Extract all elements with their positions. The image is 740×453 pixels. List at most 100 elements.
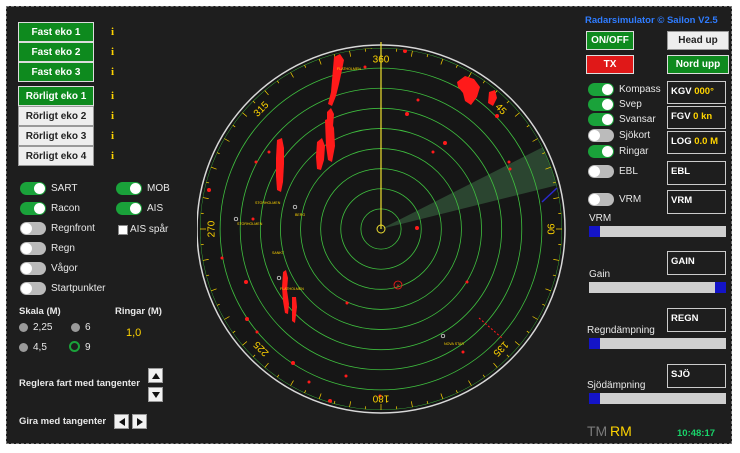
radar-display[interactable]: STORHOLMEN FLATHOLMEN STORHOLMEN BERG ST… [197, 32, 572, 427]
svep-toggle[interactable] [588, 98, 614, 111]
svansar-toggle[interactable] [588, 113, 614, 126]
sart-toggle[interactable] [20, 182, 46, 195]
fixed-echo-1-info-icon[interactable]: i [111, 26, 115, 38]
bearing-tick [532, 138, 538, 142]
regn-slider[interactable] [589, 338, 726, 349]
sjo-slider-thumb[interactable] [589, 393, 600, 404]
moving-echo-4-button[interactable]: Rörligt eko 4 [18, 146, 94, 166]
moving-echo-2-info-icon[interactable]: i [111, 110, 115, 122]
kgv-label: KGV [671, 86, 692, 97]
target-label-7: FLATHOLMEN [280, 287, 304, 291]
gain-slider-thumb[interactable] [715, 282, 726, 293]
bearing-label-180: 180 [372, 392, 389, 403]
vrm-slider[interactable] [589, 226, 726, 237]
north-up-button[interactable]: Nord upp [667, 55, 729, 74]
vagor-toggle[interactable] [20, 262, 46, 275]
bearing-tick [202, 197, 209, 199]
scale-4-5-radio[interactable] [19, 343, 28, 352]
sweep-sector [381, 144, 562, 229]
log-value: 0.0 M [694, 136, 718, 147]
bearing-tick [216, 303, 220, 306]
fixed-echo-2-info-icon[interactable]: i [111, 46, 115, 58]
fixed-echo-3-info-icon[interactable]: i [111, 66, 115, 78]
startpunkter-toggle[interactable] [20, 282, 46, 295]
ais-targets [233, 204, 446, 339]
bearing-tick [411, 50, 413, 57]
fixed-echo-2-button[interactable]: Fast eko 2 [18, 42, 94, 62]
speed-down-button[interactable] [148, 387, 163, 402]
moving-echo-3-info-icon[interactable]: i [111, 130, 115, 142]
bearing-tick [468, 72, 472, 78]
scale-2-25-label: 2,25 [33, 322, 53, 333]
bearing-tick [224, 316, 230, 320]
bearing-tick [455, 390, 458, 394]
bearing-tick [224, 138, 230, 142]
bearing-tick [542, 303, 546, 306]
sjokort-label: Sjökort [619, 130, 651, 141]
speed-up-button[interactable] [148, 368, 163, 383]
target-label-6: SANKT [272, 251, 285, 255]
bearing-tick [264, 90, 269, 96]
target-label-4: BERG [295, 213, 305, 217]
scale-9-radio[interactable] [69, 341, 80, 352]
sart-label: SART [51, 183, 78, 194]
tx-button[interactable]: TX [586, 55, 634, 74]
regnfront-toggle[interactable] [20, 222, 46, 235]
racon-toggle[interactable] [20, 202, 46, 215]
rm-mode[interactable]: RM [610, 423, 632, 439]
vrm-slider-thumb[interactable] [589, 226, 600, 237]
kompass-toggle[interactable] [588, 83, 614, 96]
bearing-tick [426, 400, 429, 404]
sjokort-toggle[interactable] [588, 129, 614, 142]
turn-left-button[interactable] [114, 414, 129, 429]
regn-toggle[interactable] [20, 242, 46, 255]
moving-echo-2-button[interactable]: Rörligt eko 2 [18, 106, 94, 126]
moving-echo-1-button[interactable]: Rörligt eko 1 [18, 86, 94, 106]
ais-track-label: AIS spår [130, 224, 169, 235]
scale-label: Skala (M) [19, 306, 61, 317]
fgv-unit: kn [701, 111, 713, 122]
arrow-down-icon [151, 391, 160, 398]
gain-readout: GAIN [667, 251, 726, 275]
fixed-echo-3-button[interactable]: Fast eko 3 [18, 62, 94, 82]
mob-toggle[interactable] [116, 182, 142, 195]
bearing-tick [216, 152, 220, 155]
moving-echo-4-info-icon[interactable]: i [111, 150, 115, 162]
vrm-toggle[interactable] [588, 193, 614, 206]
onoff-button[interactable]: ON/OFF [586, 31, 634, 50]
turn-right-button[interactable] [132, 414, 147, 429]
arrow-left-icon [118, 417, 125, 426]
scale-2-25-radio[interactable] [19, 323, 28, 332]
sjo-slider[interactable] [589, 393, 726, 404]
ais-toggle[interactable] [116, 202, 142, 215]
bearing-tick [333, 54, 336, 58]
moving-echo-1-info-icon[interactable]: i [111, 90, 115, 102]
startpunkter-label: Startpunkter [51, 283, 106, 294]
bearing-tick [506, 354, 510, 358]
fgv-readout: FGV 0 kn [667, 106, 726, 129]
ebl-readout: EBL [667, 161, 726, 185]
scale-6-radio[interactable] [71, 323, 80, 332]
bearing-tick [493, 362, 498, 368]
own-ship-marker [376, 224, 386, 234]
moving-echo-3-button[interactable]: Rörligt eko 3 [18, 126, 94, 146]
fixed-echo-1-button[interactable]: Fast eko 1 [18, 22, 94, 42]
bearing-tick [318, 393, 322, 400]
ais-track-checkbox[interactable] [118, 225, 128, 235]
bearing-tick [290, 72, 294, 78]
scale-9-label: 9 [85, 342, 91, 353]
ringar-toggle[interactable] [588, 145, 614, 158]
bearing-tick [411, 401, 413, 408]
log-label: LOG [671, 136, 692, 147]
tm-mode[interactable]: TM [587, 423, 608, 439]
regn-slider-thumb[interactable] [589, 338, 600, 349]
head-up-button[interactable]: Head up [667, 31, 729, 50]
clock: 10:48:17 [677, 428, 716, 439]
vrm-readout: VRM [667, 190, 726, 214]
bearing-tick [526, 330, 530, 334]
bearing-tick [545, 288, 552, 292]
bearing-tick [333, 400, 336, 404]
gain-slider[interactable] [589, 282, 726, 293]
vagor-label: Vågor [51, 263, 78, 274]
ebl-toggle[interactable] [588, 165, 614, 178]
